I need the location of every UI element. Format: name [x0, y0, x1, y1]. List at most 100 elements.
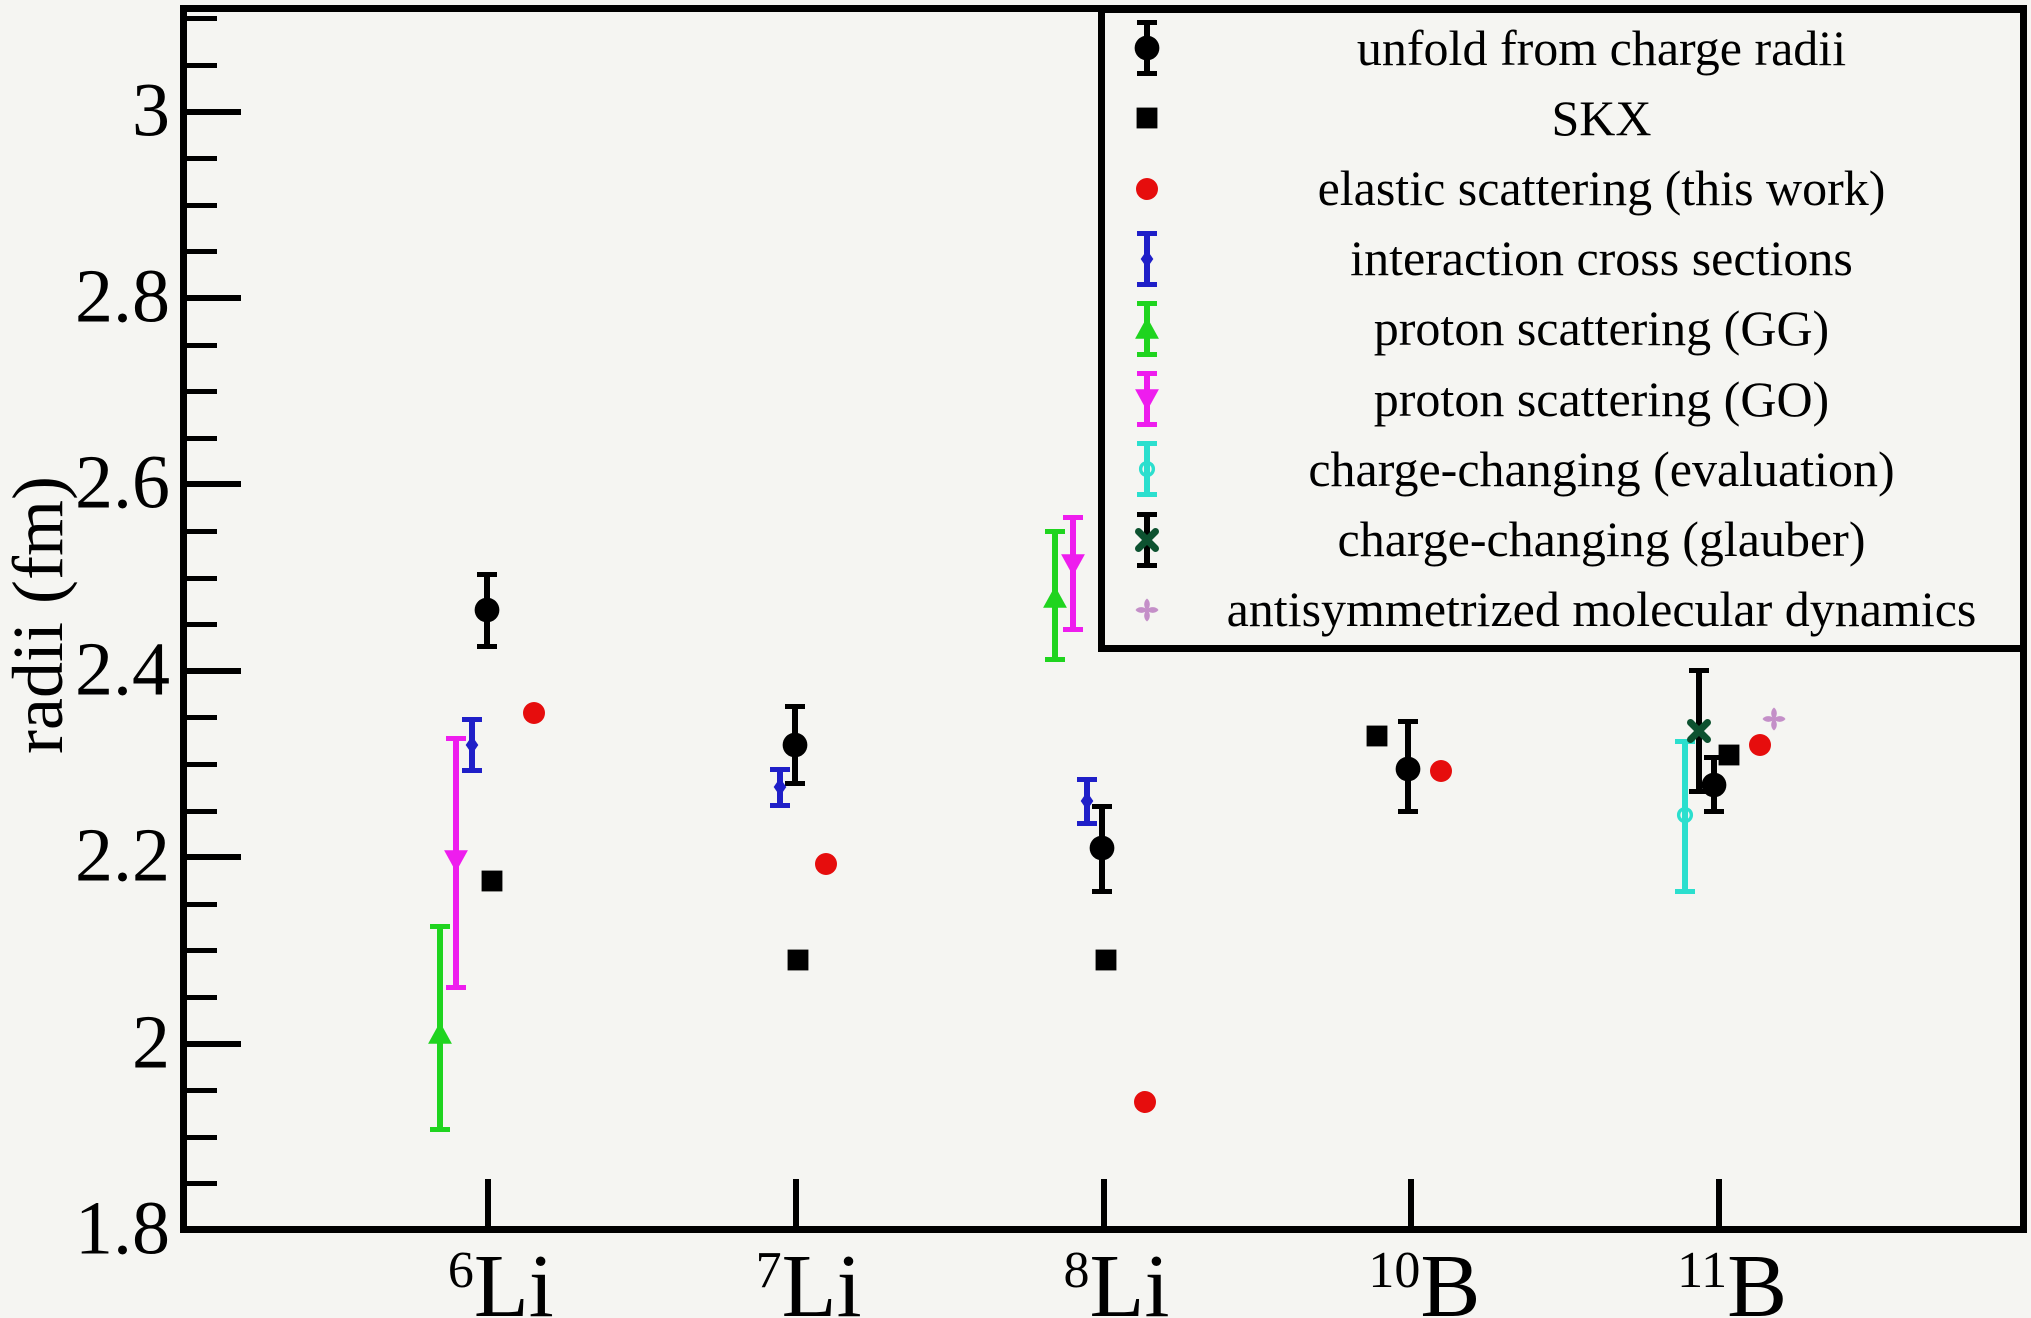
- legend-marker-clover: [1135, 598, 1159, 622]
- error-bar-cap: [769, 802, 790, 808]
- error-bar-cap: [1704, 809, 1725, 815]
- y-tick-label: 2: [132, 1000, 170, 1085]
- legend-entry: charge-changing (glauber): [1105, 505, 2020, 575]
- y-minor-tick: [187, 156, 217, 162]
- legend-entry: unfold from charge radii: [1105, 13, 2020, 83]
- y-minor-tick: [187, 202, 217, 208]
- error-bar-cap: [1062, 515, 1083, 521]
- data-point-circle: [522, 701, 546, 725]
- error-bar-cap: [1137, 492, 1157, 498]
- y-major-tick: [187, 108, 241, 115]
- error-bar-cap: [1137, 20, 1157, 26]
- data-point-triangle-down: [1060, 551, 1086, 577]
- error-bar-cap: [1137, 422, 1157, 428]
- error-bar-cap: [1091, 888, 1112, 894]
- x-category-mass-number: 11: [1677, 1242, 1728, 1300]
- error-bar-cap: [1689, 788, 1710, 794]
- legend-marker-triangle-up: [1134, 316, 1160, 342]
- error-bar-cap: [1044, 529, 1065, 535]
- error-bar-cap: [1137, 371, 1157, 377]
- error-bar-cap: [1044, 657, 1065, 663]
- y-minor-tick: [187, 1134, 217, 1140]
- data-point-circle: [781, 732, 808, 759]
- legend-entry: proton scattering (GG): [1105, 294, 2020, 364]
- error-bar-cap: [1137, 300, 1157, 306]
- legend: unfold from charge radii SKX elastic scatt…: [1098, 6, 2027, 652]
- error-bar-cap: [1398, 809, 1419, 815]
- error-bar-cap: [1091, 804, 1112, 810]
- legend-entry: elastic scattering (this work): [1105, 153, 2020, 223]
- x-category-label: 10B: [1368, 1242, 1480, 1318]
- y-tick-label: 2.6: [75, 440, 170, 525]
- legend-marker-circle-open: [1138, 460, 1156, 478]
- legend-marker: [1105, 83, 1189, 153]
- error-bar-cap: [429, 1127, 450, 1133]
- error-bar-cap: [461, 768, 482, 774]
- y-minor-tick: [187, 1181, 217, 1187]
- legend-marker-diamond: [1138, 249, 1157, 268]
- y-minor-tick: [187, 715, 217, 721]
- legend-marker: [1105, 13, 1189, 83]
- y-tick-label: 2.4: [75, 627, 170, 712]
- error-bar-cap: [1137, 351, 1157, 357]
- error-bar-cap: [784, 704, 805, 710]
- data-point-square: [1093, 947, 1118, 972]
- data-point-triangle-down: [443, 847, 469, 873]
- legend-marker-circle: [1135, 177, 1159, 201]
- error-bar-cap: [1137, 281, 1157, 287]
- error-bar-line: [1144, 441, 1150, 498]
- error-bar-cap: [1137, 562, 1157, 568]
- data-point-diamond: [1077, 792, 1096, 811]
- legend-entry: antisymmetrized molecular dynamics: [1105, 575, 2020, 645]
- legend-marker: [1105, 434, 1189, 504]
- legend-entry: interaction cross sections: [1105, 224, 2020, 294]
- x-category-mass-number: 6: [447, 1242, 474, 1300]
- y-major-tick: [187, 481, 241, 488]
- x-category-label: 7Li: [756, 1242, 862, 1318]
- y-tick-label: 1.8: [75, 1186, 170, 1271]
- error-bar-line: [1682, 738, 1689, 895]
- data-point-circle: [814, 852, 838, 876]
- legend-marker: [1105, 364, 1189, 434]
- data-point-triangle-up: [427, 1021, 453, 1047]
- error-bar-cap: [461, 717, 482, 723]
- error-bar-cap: [1076, 777, 1097, 783]
- legend-label: SKX: [1551, 89, 1652, 146]
- x-tick: [1716, 1179, 1723, 1226]
- x-category-mass-number: 8: [1063, 1242, 1090, 1300]
- legend-label: proton scattering (GO): [1373, 370, 1830, 427]
- legend-marker: [1105, 505, 1189, 575]
- x-category-element: Li: [1089, 1237, 1170, 1318]
- y-minor-tick: [187, 529, 217, 534]
- x-category-element: B: [1727, 1237, 1788, 1318]
- data-point-circle: [1133, 1090, 1157, 1114]
- x-category-element: Li: [473, 1237, 554, 1318]
- error-bar-cap: [1137, 230, 1157, 236]
- data-point-circle: [1429, 759, 1453, 783]
- legend-marker-x-cross: [1135, 527, 1159, 552]
- error-bar-cap: [445, 736, 466, 742]
- data-point-circle: [473, 597, 500, 624]
- y-minor-tick: [187, 948, 217, 954]
- legend-error-bar: [1137, 441, 1157, 498]
- legend-marker: [1105, 153, 1189, 223]
- y-minor-tick: [187, 901, 217, 907]
- error-bar-cap: [476, 572, 497, 577]
- legend-marker-circle: [1134, 35, 1161, 62]
- error-bar-cap: [769, 766, 790, 772]
- y-major-tick: [187, 1040, 241, 1047]
- x-tick: [1408, 1179, 1415, 1226]
- legend-label: antisymmetrized molecular dynamics: [1226, 581, 1977, 638]
- legend-label: charge-changing (glauber): [1337, 511, 1866, 568]
- y-minor-tick: [187, 389, 217, 395]
- error-bar-cap: [1062, 626, 1083, 632]
- error-bar-cap: [1675, 889, 1696, 895]
- x-category-label: 8Li: [1064, 1242, 1170, 1318]
- legend-label: interaction cross sections: [1350, 230, 1853, 287]
- data-point-circle: [1395, 755, 1422, 782]
- x-category-element: Li: [781, 1237, 862, 1318]
- y-major-tick: [187, 295, 241, 301]
- y-tick-label: 2.2: [75, 813, 170, 898]
